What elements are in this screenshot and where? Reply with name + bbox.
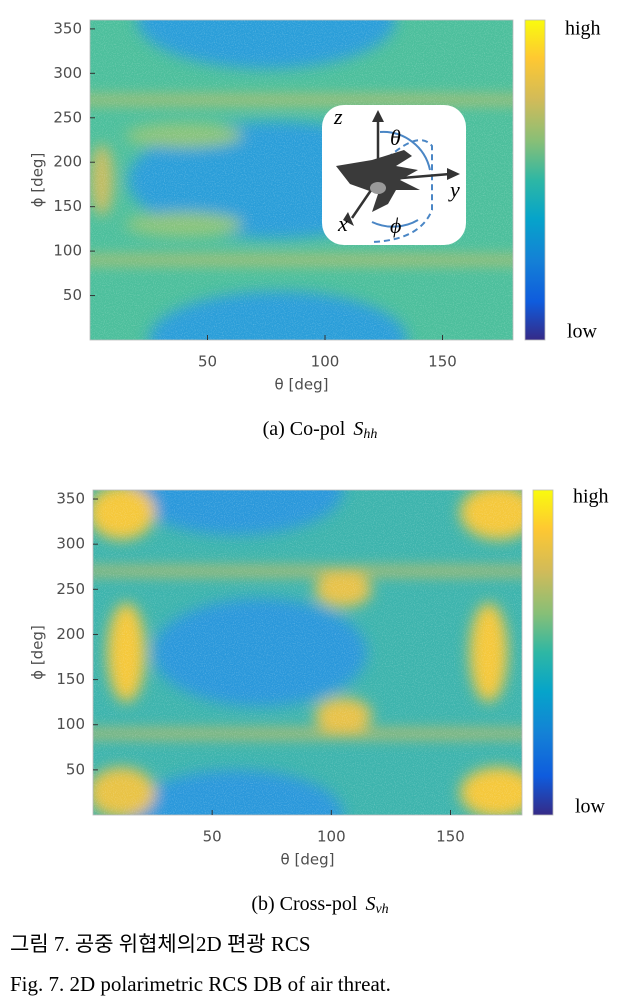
y-tick-label: 50 (66, 760, 85, 778)
inset-aircraft (370, 182, 386, 194)
inset-diagram: z θ y x ϕ (322, 104, 466, 245)
caption-prefix: (a) Co-pol (263, 418, 346, 440)
inset-arrow (372, 110, 384, 122)
y-tick-label: 50 (63, 286, 82, 304)
heatmap (93, 490, 522, 815)
figure-caption: Fig. 7. 2D polarimetric RCS DB of air th… (10, 972, 391, 996)
x-tick-label: 50 (203, 828, 222, 846)
x-tick-label: 100 (317, 828, 346, 846)
x-axis-label: θ [deg] (275, 376, 329, 394)
colorbar (532, 489, 554, 816)
x-tick-label: 50 (198, 353, 217, 371)
inset-arc (379, 130, 431, 171)
y-tick-label: 300 (56, 535, 85, 553)
inset-label: z (333, 104, 343, 129)
y-tick-label: 350 (53, 19, 82, 37)
colorbar-label: high (573, 486, 609, 508)
inset-label: ϕ (390, 213, 401, 238)
x-tick-label: 100 (311, 353, 340, 371)
y-tick-label: 300 (53, 64, 82, 82)
y-axis-label: ϕ [deg] (29, 153, 47, 208)
y-tick-label: 200 (56, 625, 85, 643)
colorbar-label: low (567, 321, 598, 343)
inset-label: y (448, 177, 460, 202)
colorbar-label: high (565, 18, 601, 40)
inset-arc (371, 219, 419, 228)
caption-prefix: (b) Cross-pol (251, 893, 358, 915)
y-tick-label: 100 (53, 242, 82, 260)
axes-frame (92, 489, 523, 816)
colorbar-label: low (575, 796, 606, 818)
y-tick-label: 150 (56, 670, 85, 688)
x-axis-label: θ [deg] (281, 851, 335, 869)
axes-frame (89, 19, 514, 341)
colorbar (524, 19, 546, 341)
inset-arrow (343, 212, 354, 226)
y-tick-label: 150 (53, 197, 82, 215)
inset-label: θ (390, 125, 401, 150)
inset-guide (371, 139, 433, 243)
caption: (b) Cross-pol Svh (251, 893, 388, 918)
y-tick-label: 250 (56, 580, 85, 598)
x-tick-label: 150 (428, 353, 457, 371)
heatmap-noise (93, 490, 522, 815)
caption: (a) Co-pol Shh (263, 418, 378, 443)
y-tick-label: 200 (53, 153, 82, 171)
caption-symbol: S (365, 893, 375, 915)
caption-symbol: S (353, 418, 363, 440)
x-tick-label: 150 (436, 828, 465, 846)
caption-subscript: vh (375, 902, 388, 917)
y-tick-label: 250 (53, 108, 82, 126)
caption-subscript: hh (363, 427, 377, 442)
figure-caption: 그림 7. 공중 위협체의2D 편광 RCS (10, 932, 311, 956)
y-tick-label: 100 (56, 715, 85, 733)
inset-aircraft (336, 150, 420, 212)
y-axis-label: ϕ [deg] (29, 625, 47, 680)
y-tick-label: 350 (56, 490, 85, 508)
inset-arrow (447, 168, 460, 180)
inset-label: x (337, 211, 348, 236)
